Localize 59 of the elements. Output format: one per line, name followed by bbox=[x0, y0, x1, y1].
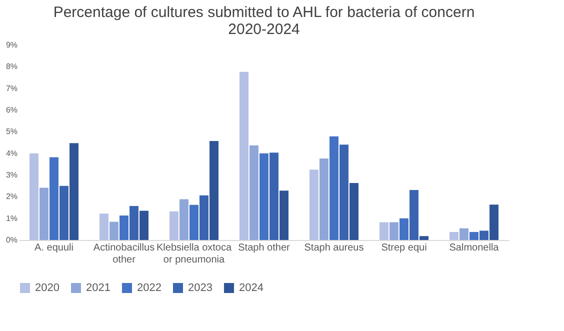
bar bbox=[40, 188, 48, 240]
bar bbox=[390, 222, 398, 240]
bar bbox=[410, 190, 418, 240]
bar bbox=[350, 183, 358, 240]
x-tick-label: Staph aureus bbox=[304, 242, 364, 254]
bar bbox=[180, 199, 188, 240]
bar bbox=[210, 140, 218, 240]
y-tick-label: 4% bbox=[6, 148, 18, 158]
bar bbox=[320, 158, 328, 240]
bar bbox=[140, 210, 148, 240]
x-tick-label: Salmonella bbox=[449, 242, 500, 254]
bar bbox=[460, 228, 468, 240]
bar bbox=[490, 204, 498, 240]
x-tick-label: Klebsiella oxtoca or pneumonia bbox=[156, 242, 232, 266]
bar bbox=[260, 153, 268, 240]
bar bbox=[470, 232, 478, 240]
bar bbox=[250, 145, 258, 240]
y-tick-label: 7% bbox=[6, 84, 18, 93]
y-tick-label: 8% bbox=[6, 62, 18, 72]
bar bbox=[240, 72, 248, 240]
bar bbox=[280, 190, 288, 240]
text: Percentage of cultures submitted to AHL for bacteria of concern bbox=[53, 4, 475, 21]
bar bbox=[170, 211, 178, 240]
text: 2020-2024 bbox=[228, 21, 300, 38]
bar bbox=[340, 144, 348, 240]
bar bbox=[450, 232, 458, 240]
legend-label: 2022 bbox=[137, 282, 162, 294]
bar bbox=[270, 152, 278, 240]
y-tick-label: 5% bbox=[6, 127, 18, 136]
y-tick-label: 3% bbox=[6, 170, 18, 180]
bar bbox=[100, 214, 108, 240]
x-tick-label: Strep equi bbox=[381, 242, 427, 254]
bar bbox=[310, 170, 318, 240]
legend-label: 2020 bbox=[35, 282, 60, 294]
bar bbox=[420, 236, 428, 240]
legend-label: 2023 bbox=[188, 282, 212, 294]
bar bbox=[330, 136, 338, 240]
bar bbox=[400, 218, 408, 240]
x-tick-label: Actinobacillus other bbox=[93, 242, 155, 266]
bar bbox=[50, 157, 58, 240]
bar bbox=[60, 186, 68, 240]
bar bbox=[30, 153, 38, 240]
bar bbox=[120, 216, 128, 240]
bar bbox=[70, 143, 78, 240]
y-tick-label: 9% bbox=[6, 40, 18, 50]
x-tick-label: Staph other bbox=[238, 242, 291, 254]
y-tick-label: 6% bbox=[6, 106, 18, 114]
bar bbox=[480, 230, 488, 240]
bar bbox=[200, 195, 208, 240]
bar bbox=[190, 204, 198, 240]
legend-label: 2021 bbox=[86, 282, 110, 294]
y-tick-label: 0% bbox=[6, 236, 18, 244]
x-tick-label: A. equuli bbox=[34, 242, 74, 254]
bar bbox=[130, 206, 138, 240]
legend-label: 2024 bbox=[239, 282, 264, 294]
bar bbox=[110, 222, 118, 240]
y-tick-label: 2% bbox=[6, 192, 18, 202]
y-tick-label: 1% bbox=[6, 214, 18, 223]
bar bbox=[380, 222, 388, 240]
